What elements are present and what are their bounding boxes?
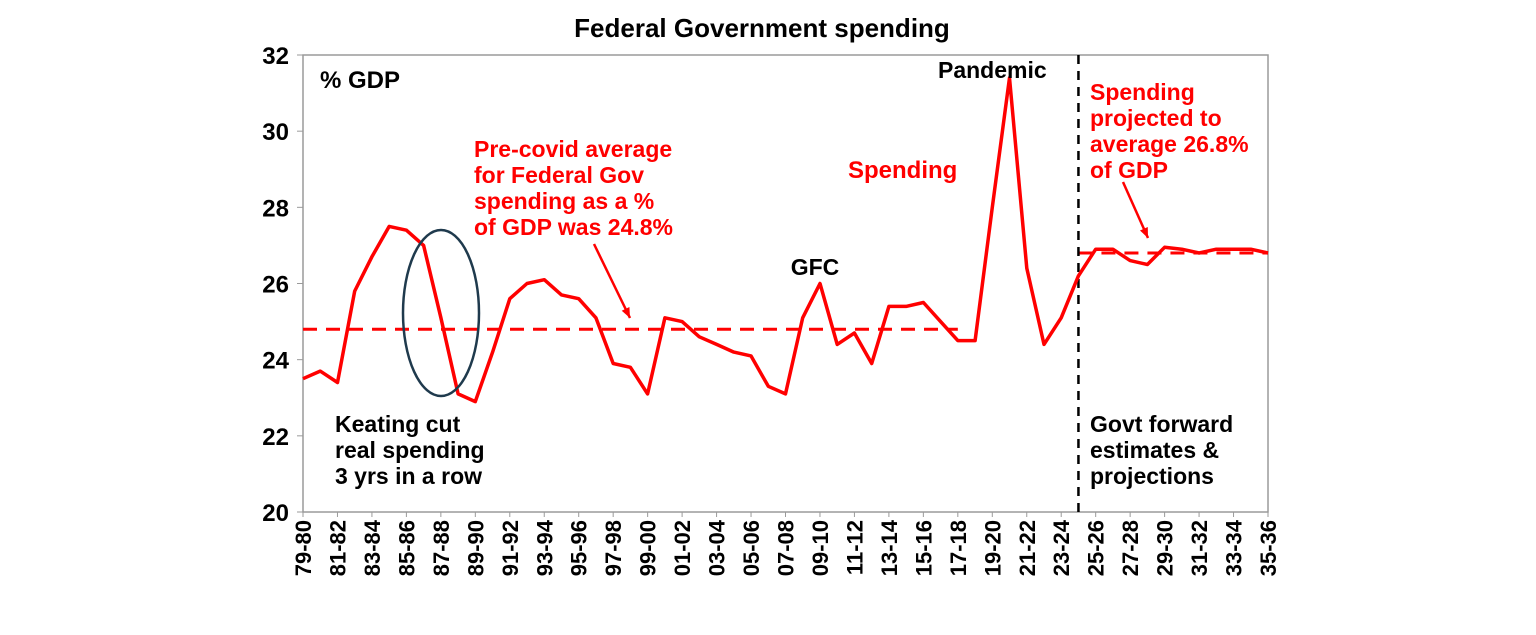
y-tick-label: 30 <box>262 119 289 146</box>
annotation-gfc: GFC <box>791 254 840 280</box>
y-axis-label: % GDP <box>320 67 400 94</box>
x-tick-label: 03-04 <box>705 519 730 576</box>
y-tick-label: 24 <box>262 348 289 375</box>
annotation-precovid-average: of GDP was 24.8% <box>474 214 673 240</box>
x-tick-label: 99-00 <box>636 520 661 576</box>
x-tick-label: 97-98 <box>601 520 626 576</box>
annotation-forward-estimates: Govt forward <box>1090 411 1233 437</box>
x-tick-label: 17-18 <box>946 520 971 576</box>
x-tick-label: 29-30 <box>1153 520 1178 576</box>
x-tick-label: 31-32 <box>1187 520 1212 576</box>
annotation-projected-average: Spending <box>1090 79 1195 105</box>
y-tick-label: 20 <box>262 500 289 527</box>
x-tick-label: 15-16 <box>911 520 936 576</box>
x-tick-label: 07-08 <box>774 520 799 576</box>
annotation-pandemic: Pandemic <box>938 57 1047 83</box>
annotation-keating-cut: real spending <box>335 437 485 463</box>
x-tick-label: 93-94 <box>532 519 557 576</box>
x-tick-label: 13-14 <box>877 519 902 576</box>
annotation-keating-cut: 3 yrs in a row <box>335 463 482 489</box>
x-tick-label: 33-34 <box>1222 519 1247 576</box>
annotation-keating-cut: Keating cut <box>335 411 461 437</box>
x-tick-label: 87-88 <box>429 520 454 576</box>
x-tick-label: 05-06 <box>739 520 764 576</box>
x-tick-label: 11-12 <box>842 520 867 575</box>
y-tick-label: 26 <box>262 272 289 299</box>
y-tick-label: 22 <box>262 424 289 451</box>
annotation-projected-average: projected to <box>1090 105 1222 131</box>
y-tick-label: 32 <box>262 43 289 70</box>
x-tick-label: 09-10 <box>808 520 833 576</box>
annotation-projected-average: of GDP <box>1090 157 1168 183</box>
x-tick-label: 91-92 <box>498 520 523 576</box>
annotation-projected-average: average 26.8% <box>1090 131 1249 157</box>
annotation-precovid-average: spending as a % <box>474 188 654 214</box>
x-tick-label: 85-86 <box>394 520 419 576</box>
x-tick-label: 95-96 <box>567 520 592 576</box>
annotation-forward-estimates: estimates & <box>1090 437 1219 463</box>
x-tick-label: 19-20 <box>980 520 1005 576</box>
x-tick-label: 79-80 <box>291 520 316 576</box>
x-tick-label: 35-36 <box>1256 520 1281 576</box>
x-tick-label: 89-90 <box>463 520 488 576</box>
x-tick-label: 23-24 <box>1049 519 1074 576</box>
annotation-precovid-average: Pre-covid average <box>474 136 672 162</box>
x-tick-label: 81-82 <box>325 520 350 576</box>
x-tick-label: 01-02 <box>670 520 695 576</box>
x-tick-label: 25-26 <box>1084 520 1109 576</box>
x-tick-label: 83-84 <box>360 519 385 576</box>
annotation-precovid-average: for Federal Gov <box>474 162 644 188</box>
chart-title: Federal Government spending <box>574 13 950 43</box>
arrow-precovid <box>594 244 630 318</box>
series-label-spending: Spending <box>848 157 957 184</box>
y-tick-label: 28 <box>262 195 289 222</box>
x-tick-label: 21-22 <box>1015 520 1040 576</box>
x-tick-label: 27-28 <box>1118 520 1143 576</box>
annotation-forward-estimates: projections <box>1090 463 1214 489</box>
